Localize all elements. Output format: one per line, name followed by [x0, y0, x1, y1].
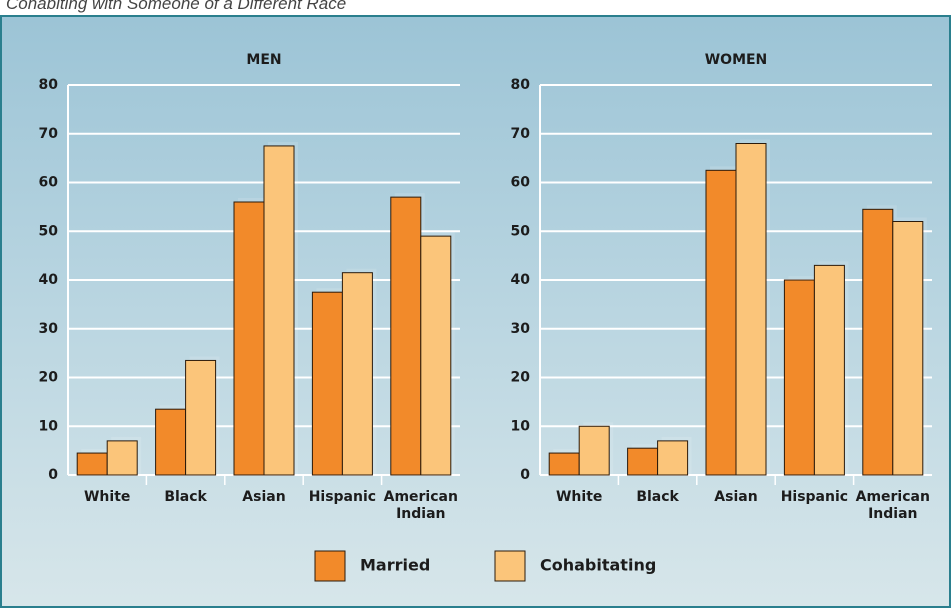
legend-label: Cohabitating: [540, 556, 656, 575]
bar: [311, 291, 343, 476]
bar: [233, 201, 265, 476]
y-tick-label: 60: [511, 175, 531, 191]
y-tick-label: 60: [39, 175, 59, 191]
x-tick-label: Asian: [242, 489, 286, 505]
bar: [627, 447, 659, 476]
y-tick-label: 80: [39, 77, 59, 93]
bar: [420, 235, 452, 476]
bar: [657, 440, 689, 476]
bar: [705, 169, 737, 476]
bar: [735, 143, 767, 476]
y-tick-label: 10: [39, 418, 59, 434]
y-tick-label: 30: [39, 321, 59, 337]
x-tick-label: American Indian: [855, 489, 930, 522]
bar: [76, 452, 108, 476]
bar: [155, 408, 187, 476]
chart-title: WOMEN: [705, 52, 768, 68]
x-tick-label: Hispanic: [780, 489, 849, 505]
x-tick-label: Black: [164, 489, 207, 505]
x-tick-label: American Indian: [383, 489, 458, 522]
bar: [263, 145, 295, 476]
legend-swatch: [314, 550, 346, 582]
y-tick-label: 30: [511, 321, 531, 337]
bar: [862, 208, 894, 476]
bar: [390, 196, 422, 476]
y-tick-label: 20: [39, 370, 59, 386]
x-tick-label: Black: [636, 489, 679, 505]
y-tick-label: 40: [511, 272, 531, 288]
x-tick-label: White: [83, 489, 131, 505]
x-tick-label: Asian: [714, 489, 758, 505]
bar: [813, 264, 845, 476]
bar: [341, 272, 373, 476]
bar: [578, 425, 610, 476]
y-tick-label: 0: [520, 467, 530, 483]
y-tick-label: 20: [511, 370, 531, 386]
bar: [185, 359, 217, 476]
y-tick-label: 80: [511, 77, 531, 93]
y-tick-label: 40: [39, 272, 59, 288]
bar: [783, 279, 815, 476]
x-tick-label: White: [555, 489, 603, 505]
y-tick-label: 10: [511, 418, 531, 434]
x-tick-label: Hispanic: [308, 489, 377, 505]
bar: [548, 452, 580, 476]
y-tick-label: 0: [48, 467, 58, 483]
y-tick-label: 70: [39, 126, 59, 142]
y-tick-label: 50: [39, 223, 59, 239]
legend-label: Married: [360, 556, 430, 575]
y-tick-label: 50: [511, 223, 531, 239]
y-tick-label: 70: [511, 126, 531, 142]
bar: [106, 440, 138, 476]
bar: [892, 221, 924, 476]
legend-swatch: [494, 550, 526, 582]
page-title: Cohabiting with Someone of a Different R…: [6, 0, 347, 13]
chart-title: MEN: [246, 52, 281, 68]
